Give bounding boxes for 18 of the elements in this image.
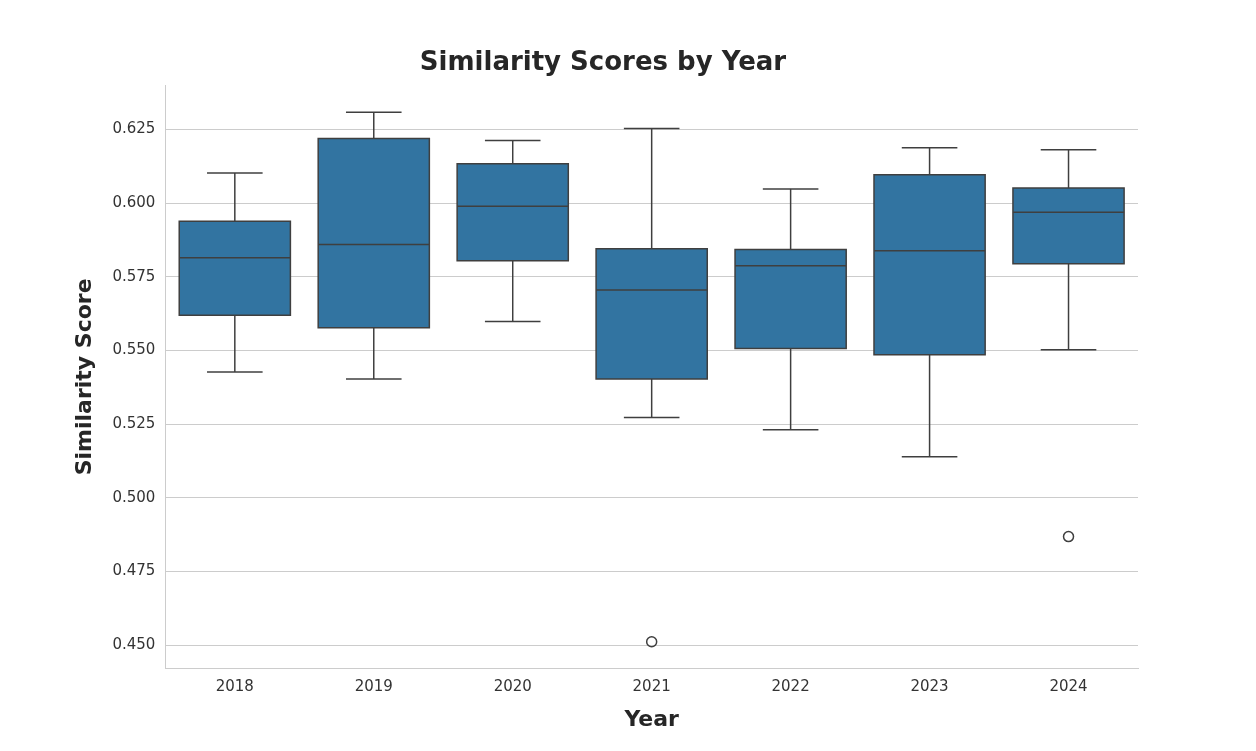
x-tick-label: 2019 <box>354 677 393 696</box>
y-tick-label: 0.625 <box>112 119 156 138</box>
x-axis-title: Year <box>623 705 680 731</box>
y-tick-label: 0.525 <box>112 413 156 432</box>
y-tick-label: 0.550 <box>112 340 156 359</box>
x-tick-label: 2022 <box>771 677 810 696</box>
y-tick-label: 0.575 <box>112 266 156 285</box>
y-axis-title: Similarity Score <box>70 278 96 476</box>
x-tick-label: 2024 <box>1049 677 1088 696</box>
chart-title: Similarity Scores by Year <box>419 46 787 77</box>
x-tick-label: 2018 <box>215 677 254 696</box>
x-tick-label: 2020 <box>493 677 532 696</box>
y-tick-label: 0.475 <box>112 561 156 580</box>
y-tick-label: 0.500 <box>112 487 156 506</box>
y-tick-label: 0.450 <box>112 634 156 653</box>
y-tick-label: 0.600 <box>112 192 156 211</box>
x-tick-label: 2021 <box>632 677 671 696</box>
x-tick-label: 2023 <box>910 677 949 696</box>
